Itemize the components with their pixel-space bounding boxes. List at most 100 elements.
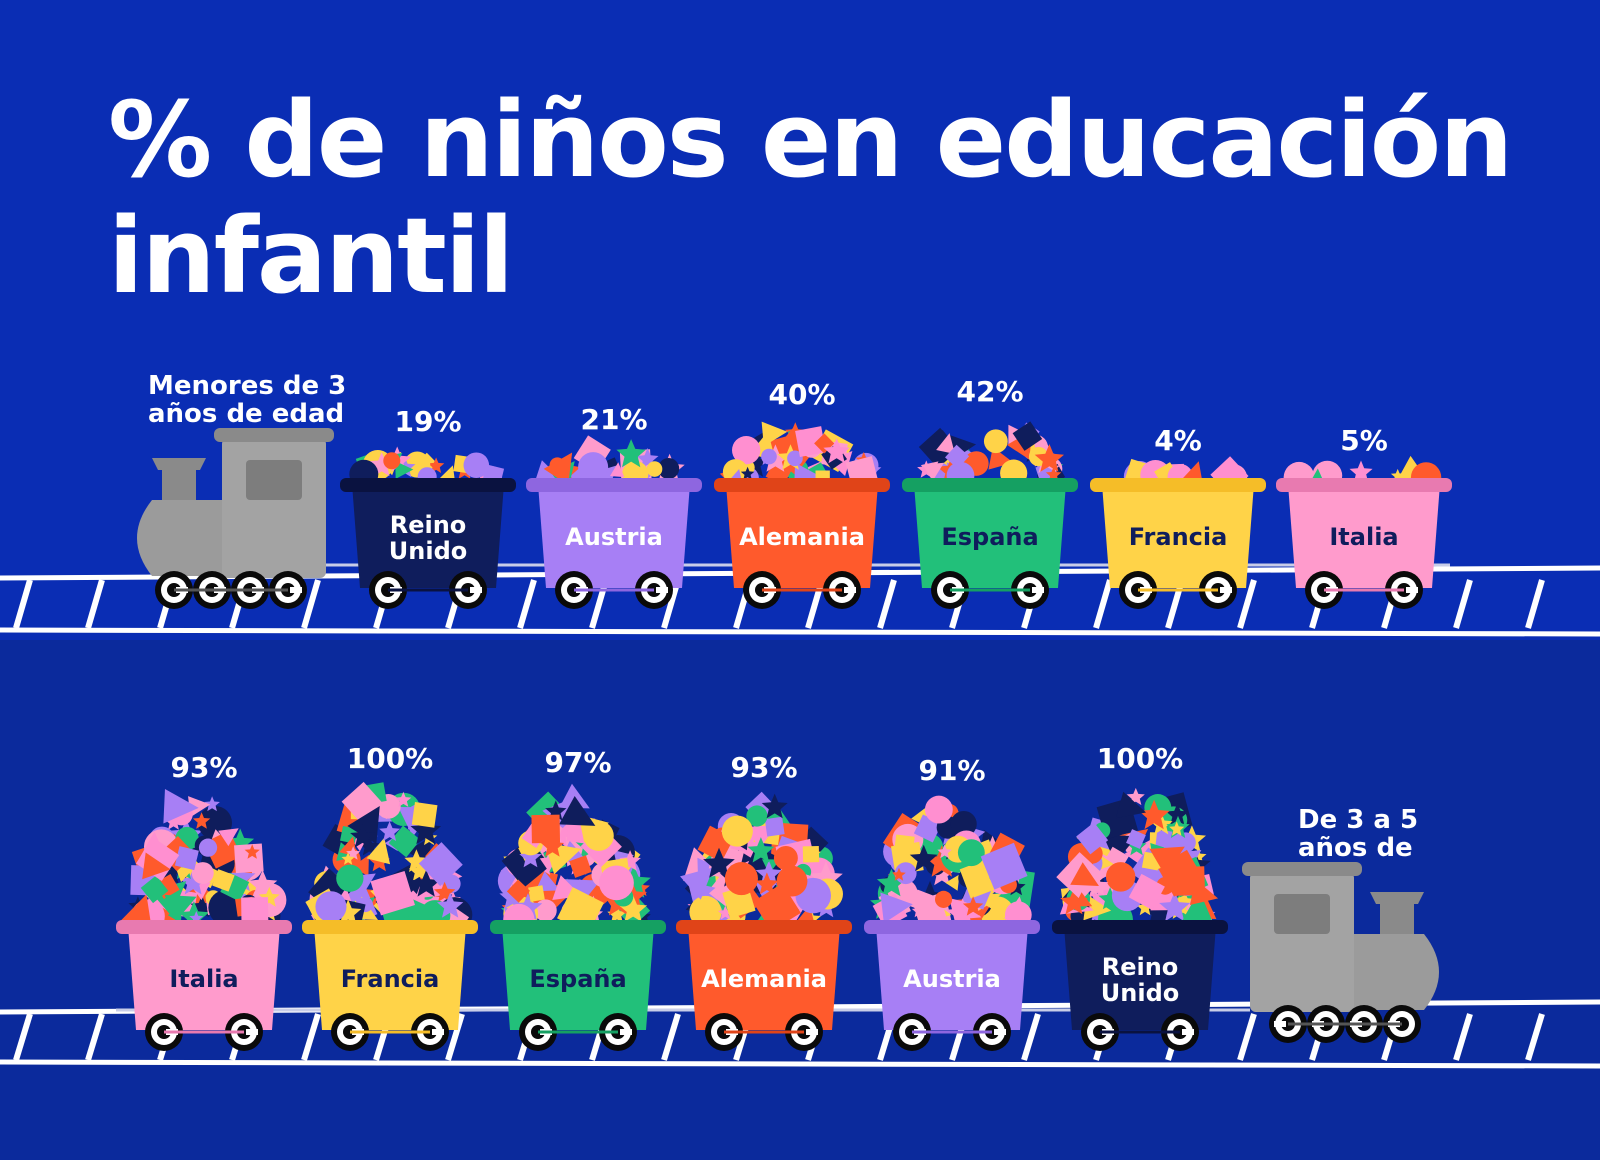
pile-triangle [1149,846,1185,877]
sleeper [1237,579,1257,629]
pile-star [892,867,906,881]
pile-star [1159,891,1191,922]
pile-triangle [1074,892,1093,907]
pile-triangle [543,452,573,486]
cart-rim [1052,920,1228,934]
cart-body [502,926,654,1030]
pile-circle [773,845,798,870]
cart-alemania [714,421,890,609]
chimney-cap [152,458,206,470]
data-label: 19% [394,405,462,439]
pile-triangle [1185,849,1202,864]
pile-square [411,802,438,828]
pile-triangle [163,789,199,824]
pile-square [506,879,530,903]
pile-star [1060,888,1088,915]
pile-star [1138,799,1170,830]
pile-triangle [351,854,369,877]
roof [1242,862,1362,876]
data-label: 21% [580,402,648,436]
country-label: Austria [565,523,663,551]
data-label: 100% [1096,742,1184,775]
pile-triangle [1083,894,1112,921]
pile-circle [646,461,663,477]
rail-bottom [0,627,1600,637]
pile-star [619,895,648,922]
sleeper [1237,1013,1257,1061]
pile-circle [534,899,557,922]
pile-circle [599,865,634,901]
data-bar-pile [305,781,473,938]
pile-triangle [610,462,625,478]
country-label: Reino Unido [1100,953,1180,1007]
pile-star [519,846,542,868]
cart-body [1102,484,1254,588]
pile-triangle [188,796,211,818]
wheel-gap [290,587,302,593]
wheel-gap [1032,587,1044,593]
rail-bottom [0,1059,1600,1069]
wheel-gap [1220,587,1232,593]
data-label: 42% [956,375,1024,409]
pile-star [1034,444,1064,472]
pile-star [740,466,755,480]
pile-circle [336,864,364,892]
sleeper [877,579,897,629]
sleeper [1093,579,1113,629]
pile-star [437,892,464,918]
pile-star [395,791,412,807]
wheel-gap [432,1029,444,1035]
pile-triangle [1115,791,1147,819]
pile-circle [315,891,347,923]
pile-star [929,861,955,886]
country-label: España [529,965,627,993]
pile-square [1175,866,1206,896]
pile-star [1136,898,1154,916]
cart-body [128,926,280,1030]
pile-star [717,905,733,920]
pile-square [531,814,561,844]
sleeper [517,579,537,629]
sleeper [1525,1013,1545,1061]
data-label: 100% [346,742,434,775]
country-label: Francia [1128,523,1228,551]
pile-star [335,899,362,925]
pile-triangle [395,461,414,479]
pile-star [1166,803,1189,825]
data-bar-pile [680,791,843,937]
pile-square [203,830,242,869]
wheel-gap [806,1029,818,1035]
pile-square [910,889,935,913]
cart-italia [1276,455,1452,609]
cart-rim [116,920,292,934]
pile-square [795,426,826,458]
pile-square [1012,421,1043,451]
pile-star [607,904,627,924]
sleeper [301,1013,321,1061]
pile-square [418,842,463,887]
pile-star [350,823,375,848]
cart-rim [340,478,516,492]
pile-circle [787,450,803,467]
pile-square [764,816,785,837]
cart-rim [1276,478,1452,492]
pile-triangle [175,866,194,883]
pile-square [234,843,264,874]
data-bar-pile [119,789,287,934]
wheel-gap [1182,1029,1194,1035]
pile-circle [761,448,777,465]
data-bar-pile [497,783,651,936]
pile-circle [1105,862,1136,892]
cart-rim [676,920,852,934]
pile-square [1128,873,1165,910]
pile-star [876,868,906,897]
group-label-3-to-5: De 3 a 5 años de [1298,805,1419,863]
cart-body [1288,484,1440,588]
pile-star [755,872,779,895]
pile-star [747,837,775,863]
cart-rim [490,920,666,934]
pile-circle [934,890,953,908]
pile-triangle [559,783,590,809]
wheel-gap [656,587,668,593]
wheel-gap [470,587,482,593]
